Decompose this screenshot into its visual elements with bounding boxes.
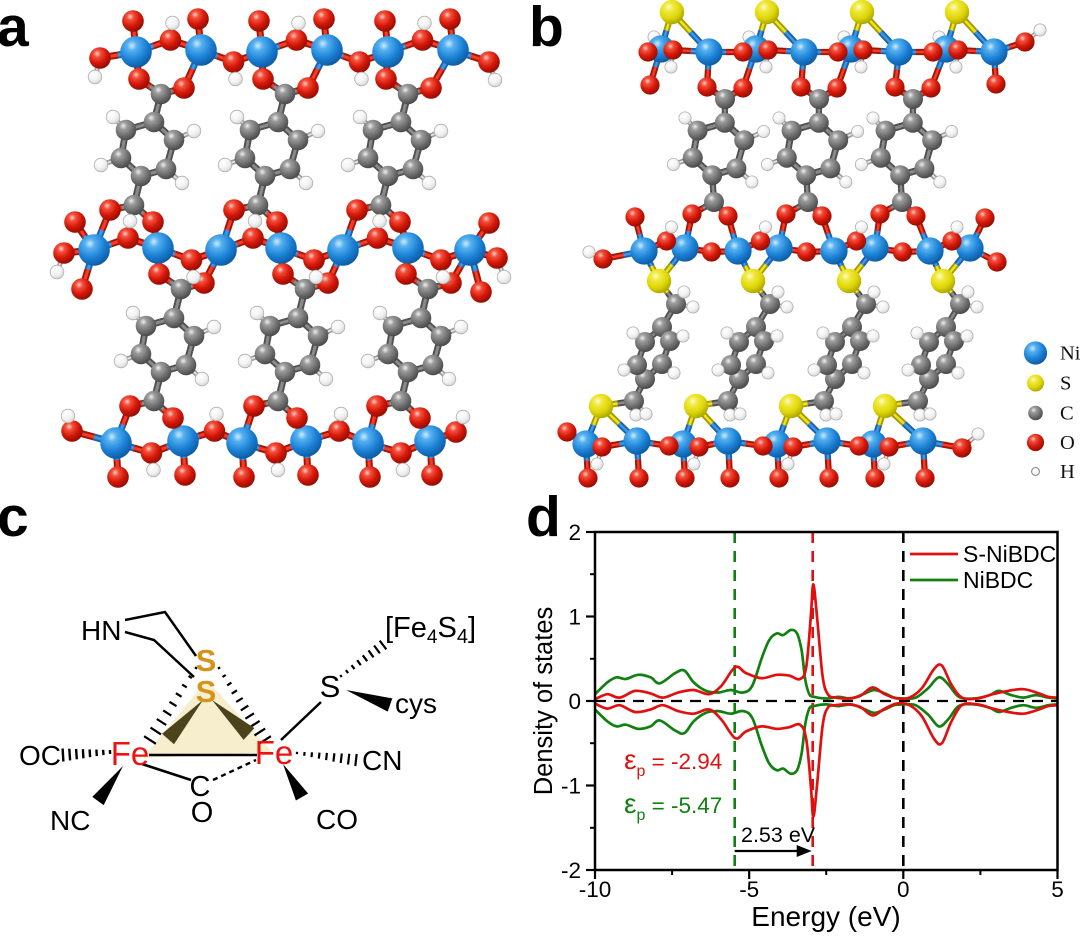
- svg-text:Energy (eV): Energy (eV): [751, 901, 900, 932]
- svg-text:cys: cys: [395, 688, 437, 719]
- svg-text:O: O: [191, 797, 214, 829]
- svg-text:-5: -5: [739, 877, 759, 902]
- svg-text:S: S: [196, 643, 217, 678]
- svg-text:0: 0: [897, 877, 910, 902]
- svg-text:CO: CO: [316, 804, 358, 835]
- svg-text:HN: HN: [81, 615, 121, 646]
- svg-text:S: S: [320, 669, 341, 704]
- svg-text:Density of states: Density of states: [530, 607, 558, 796]
- svg-text:2.53 eV: 2.53 eV: [741, 823, 816, 847]
- svg-text:H: H: [1060, 461, 1075, 483]
- svg-text:b: b: [529, 0, 564, 59]
- svg-text:-2: -2: [561, 858, 581, 883]
- svg-text:NC: NC: [50, 805, 90, 836]
- svg-text:S-NiBDC: S-NiBDC: [963, 541, 1056, 567]
- svg-text:-1: -1: [561, 774, 581, 799]
- svg-text:Ni: Ni: [1060, 343, 1080, 365]
- svg-text:c: c: [0, 485, 29, 549]
- svg-text:O: O: [1060, 432, 1075, 454]
- svg-text:2: 2: [568, 520, 581, 545]
- svg-text:1: 1: [568, 605, 581, 630]
- svg-text:C: C: [1060, 403, 1074, 425]
- svg-text:OC: OC: [19, 740, 61, 771]
- svg-text:0: 0: [568, 689, 581, 714]
- svg-text:5: 5: [1051, 877, 1064, 902]
- svg-text:a: a: [0, 0, 30, 59]
- svg-text:CN: CN: [362, 745, 402, 776]
- svg-text:Fe: Fe: [111, 735, 150, 772]
- svg-text:d: d: [526, 485, 561, 549]
- svg-text:-10: -10: [579, 877, 612, 902]
- svg-text:S: S: [196, 674, 217, 709]
- svg-text:NiBDC: NiBDC: [963, 567, 1033, 593]
- svg-text:S: S: [1060, 373, 1071, 395]
- svg-text:Fe: Fe: [255, 734, 294, 771]
